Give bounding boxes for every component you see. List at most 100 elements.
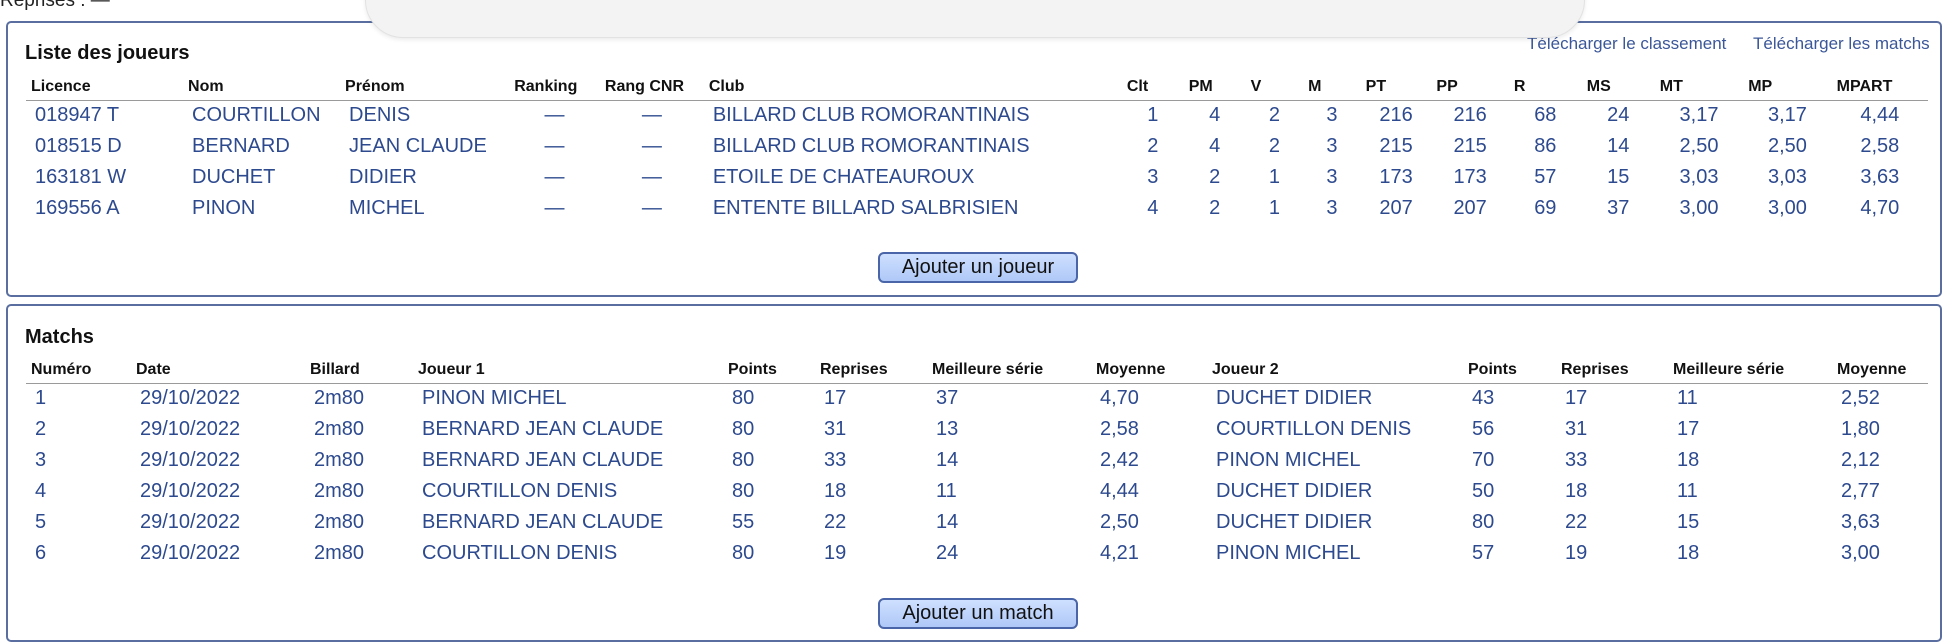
- col-header-meilleure-serie1[interactable]: Meilleure série: [927, 357, 1091, 384]
- meilleure-serie1-cell[interactable]: 14: [936, 511, 959, 533]
- col-header-v[interactable]: V: [1245, 74, 1304, 101]
- numero-cell[interactable]: 4: [35, 480, 47, 502]
- reprises2-cell[interactable]: 17: [1565, 387, 1588, 410]
- ranking-cell[interactable]: —: [544, 166, 565, 188]
- col-header-ms[interactable]: MS: [1581, 74, 1655, 101]
- rang-cnr-cell[interactable]: —: [641, 197, 662, 219]
- r-cell[interactable]: 68: [1534, 104, 1557, 127]
- nom-cell[interactable]: BERNARD: [192, 135, 290, 157]
- moyenne1-cell[interactable]: 2,58: [1100, 418, 1139, 440]
- col-header-date[interactable]: Date: [131, 357, 305, 384]
- date-cell[interactable]: 29/10/2022: [140, 511, 241, 533]
- points2-cell[interactable]: 80: [1472, 511, 1495, 533]
- col-header-pm[interactable]: PM: [1183, 74, 1246, 101]
- r-cell[interactable]: 57: [1534, 166, 1557, 188]
- meilleure-serie2-cell[interactable]: 18: [1677, 542, 1700, 564]
- col-header-m[interactable]: M: [1303, 74, 1361, 101]
- add-match-button[interactable]: Ajouter un match: [878, 598, 1078, 629]
- billard-cell[interactable]: 2m80: [314, 449, 365, 471]
- reprises2-cell[interactable]: 31: [1565, 418, 1588, 440]
- pt-cell[interactable]: 207: [1379, 197, 1413, 219]
- club-cell[interactable]: BILLARD CLUB ROMORANTINAIS: [712, 104, 1030, 127]
- joueur1-cell[interactable]: PINON MICHEL: [422, 387, 567, 410]
- numero-cell[interactable]: 5: [35, 511, 47, 533]
- reprises2-cell[interactable]: 19: [1565, 542, 1588, 564]
- date-cell[interactable]: 29/10/2022: [140, 480, 241, 502]
- pt-cell[interactable]: 215: [1379, 135, 1413, 157]
- add-player-button[interactable]: Ajouter un joueur: [878, 252, 1078, 283]
- meilleure-serie1-cell[interactable]: 37: [936, 387, 959, 410]
- licence-cell[interactable]: 018515 D: [35, 135, 122, 157]
- col-header-club[interactable]: Club: [703, 74, 1122, 101]
- rang-cnr-cell[interactable]: —: [641, 166, 662, 188]
- prenom-cell[interactable]: JEAN CLAUDE: [349, 135, 487, 157]
- reprises2-cell[interactable]: 18: [1565, 480, 1588, 502]
- numero-cell[interactable]: 2: [35, 418, 47, 440]
- r-cell[interactable]: 69: [1534, 197, 1557, 219]
- col-header-joueur1[interactable]: Joueur 1: [413, 357, 723, 384]
- col-header-numero[interactable]: Numéro: [26, 357, 131, 384]
- moyenne2-cell[interactable]: 2,52: [1841, 387, 1880, 410]
- col-header-billard[interactable]: Billard: [305, 357, 413, 384]
- joueur2-cell[interactable]: DUCHET DIDIER: [1216, 387, 1373, 410]
- mpart-cell[interactable]: 2,58: [1860, 135, 1900, 157]
- v-cell[interactable]: 1: [1268, 197, 1280, 219]
- mt-cell[interactable]: 3,00: [1679, 197, 1719, 219]
- nom-cell[interactable]: PINON: [192, 197, 256, 219]
- reprises1-cell[interactable]: 17: [824, 387, 847, 410]
- col-header-meilleure-serie2[interactable]: Meilleure série: [1668, 357, 1832, 384]
- joueur2-cell[interactable]: DUCHET DIDIER: [1216, 511, 1373, 533]
- mpart-cell[interactable]: 4,44: [1860, 104, 1900, 127]
- mp-cell[interactable]: 3,17: [1767, 104, 1807, 127]
- points1-cell[interactable]: 80: [732, 418, 755, 440]
- moyenne2-cell[interactable]: 2,77: [1841, 480, 1880, 502]
- table-row[interactable]: 2 29/10/2022 2m80 BERNARD JEAN CLAUDE 80 31 13…: [26, 414, 1928, 445]
- table-row[interactable]: 1 29/10/2022 2m80 PINON MICHEL 80 17 37 4,70 DUC…: [26, 383, 1928, 414]
- m-cell[interactable]: 3: [1326, 197, 1338, 219]
- mp-cell[interactable]: 3,03: [1767, 166, 1807, 188]
- mt-cell[interactable]: 2,50: [1679, 135, 1719, 157]
- moyenne2-cell[interactable]: 3,00: [1841, 542, 1880, 564]
- clt-cell[interactable]: 4: [1147, 197, 1159, 219]
- numero-cell[interactable]: 6: [35, 542, 47, 564]
- joueur1-cell[interactable]: COURTILLON DENIS: [422, 542, 618, 564]
- mpart-cell[interactable]: 4,70: [1860, 197, 1900, 219]
- pm-cell[interactable]: 4: [1209, 135, 1221, 157]
- ms-cell[interactable]: 37: [1607, 197, 1630, 219]
- date-cell[interactable]: 29/10/2022: [140, 387, 241, 410]
- meilleure-serie1-cell[interactable]: 13: [936, 418, 959, 440]
- prenom-cell[interactable]: DIDIER: [349, 166, 417, 188]
- moyenne2-cell[interactable]: 1,80: [1841, 418, 1880, 440]
- mp-cell[interactable]: 3,00: [1767, 197, 1807, 219]
- table-row[interactable]: 3 29/10/2022 2m80 BERNARD JEAN CLAUDE 80 33 14…: [26, 445, 1928, 476]
- download-matches-link[interactable]: Télécharger les matchs: [1753, 34, 1930, 53]
- billard-cell[interactable]: 2m80: [314, 387, 365, 410]
- pp-cell[interactable]: 215: [1453, 135, 1487, 157]
- joueur2-cell[interactable]: COURTILLON DENIS: [1216, 418, 1412, 440]
- rang-cnr-cell[interactable]: —: [641, 135, 662, 157]
- col-header-reprises1[interactable]: Reprises: [815, 357, 927, 384]
- moyenne1-cell[interactable]: 2,42: [1100, 449, 1139, 471]
- meilleure-serie1-cell[interactable]: 14: [936, 449, 959, 471]
- reprises1-cell[interactable]: 33: [824, 449, 847, 471]
- ranking-cell[interactable]: —: [544, 135, 565, 157]
- meilleure-serie1-cell[interactable]: 11: [936, 480, 957, 502]
- mpart-cell[interactable]: 3,63: [1860, 166, 1900, 188]
- mt-cell[interactable]: 3,03: [1679, 166, 1719, 188]
- ms-cell[interactable]: 15: [1607, 166, 1630, 188]
- table-row[interactable]: 169556 A PINON MICHEL — — ENTENTE BILLARD SAL…: [26, 193, 1928, 224]
- points1-cell[interactable]: 80: [732, 387, 755, 410]
- pp-cell[interactable]: 207: [1453, 197, 1487, 219]
- prenom-cell[interactable]: MICHEL: [349, 197, 425, 219]
- table-row[interactable]: 163181 W DUCHET DIDIER — — ETOILE DE CHATEAUR…: [26, 162, 1928, 193]
- m-cell[interactable]: 3: [1326, 135, 1338, 157]
- ranking-cell[interactable]: —: [544, 104, 565, 127]
- meilleure-serie2-cell[interactable]: 15: [1677, 511, 1700, 533]
- col-header-licence[interactable]: Licence: [26, 74, 184, 101]
- joueur2-cell[interactable]: PINON MICHEL: [1216, 542, 1361, 564]
- col-header-pp[interactable]: PP: [1431, 74, 1509, 101]
- pp-cell[interactable]: 173: [1453, 166, 1487, 188]
- billard-cell[interactable]: 2m80: [314, 542, 365, 564]
- col-header-pt[interactable]: PT: [1360, 74, 1432, 101]
- download-ranking-link[interactable]: Télécharger le classement: [1527, 34, 1727, 53]
